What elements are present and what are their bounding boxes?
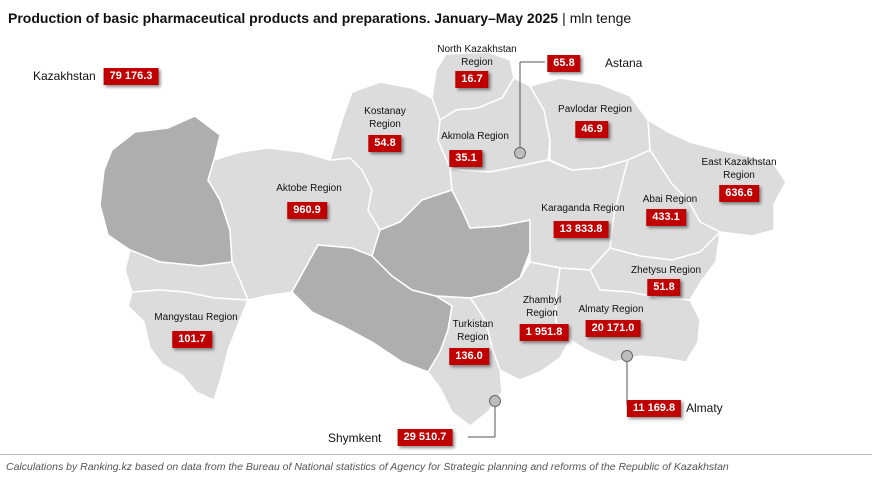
north-kazakhstan-value: 16.7	[455, 71, 489, 88]
almaty-label: Almaty	[686, 401, 723, 415]
title-unit: mln tenge	[569, 10, 632, 26]
footer-divider	[0, 454, 872, 455]
title-separator: |	[562, 10, 566, 26]
pavlodar-value: 46.9	[575, 121, 609, 138]
zhetysu-value: 51.8	[647, 279, 681, 296]
akmola-value: 35.1	[449, 150, 483, 167]
astana-label: Astana	[605, 56, 643, 70]
akmola-label: Akmola Region	[441, 131, 509, 142]
turkistan-value: 136.0	[449, 348, 489, 365]
abai-label: Abai Region	[642, 194, 698, 205]
turkistan-label: Turkistan Region	[452, 319, 494, 343]
region-west-kazakhstan	[99, 115, 233, 267]
mangystau-value: 101.7	[172, 331, 212, 348]
karaganda-label: Karaganda Region	[541, 203, 625, 214]
chart-title: Production of basic pharmaceutical produ…	[8, 10, 631, 26]
title-main: Production of basic pharmaceutical produ…	[8, 10, 559, 26]
aktobe-label: Aktobe Region	[276, 183, 342, 194]
kostanay-label: Kostanay Region	[364, 106, 406, 130]
shymkent-marker	[489, 395, 501, 407]
almaty-region-value: 20 171.0	[585, 320, 641, 337]
kostanay-value: 54.8	[368, 135, 402, 152]
north-kazakhstan-label: North Kazakhstan Region	[437, 44, 517, 68]
shymkent-value: 29 510.7	[397, 429, 453, 446]
mangystau-label: Mangystau Region	[154, 312, 238, 323]
almaty-region-label: Almaty Region	[578, 304, 644, 315]
zhambyl-label: Zhambyl Region	[522, 295, 562, 319]
pavlodar-label: Pavlodar Region	[558, 104, 632, 115]
source-note: Calculations by Ranking.kz based on data…	[6, 461, 729, 473]
karaganda-value: 13 833.8	[553, 221, 609, 238]
almaty-marker	[621, 350, 633, 362]
abai-value: 433.1	[646, 209, 686, 226]
astana-value: 65.8	[547, 55, 581, 72]
kazakhstan-value: 79 176.3	[103, 68, 159, 85]
astana-marker	[514, 147, 526, 159]
zhambyl-value: 1 951.8	[519, 324, 569, 341]
east-kazakhstan-label: East Kazakhstan Region	[701, 157, 777, 181]
shymkent-label: Shymkent	[328, 431, 382, 445]
east-kazakhstan-value: 636.6	[719, 185, 759, 202]
kazakhstan-label: Kazakhstan	[33, 69, 96, 83]
zhetysu-label: Zhetysu Region	[630, 265, 702, 276]
almaty-value: 11 169.8	[626, 400, 682, 417]
aktobe-value: 960.9	[287, 202, 327, 219]
